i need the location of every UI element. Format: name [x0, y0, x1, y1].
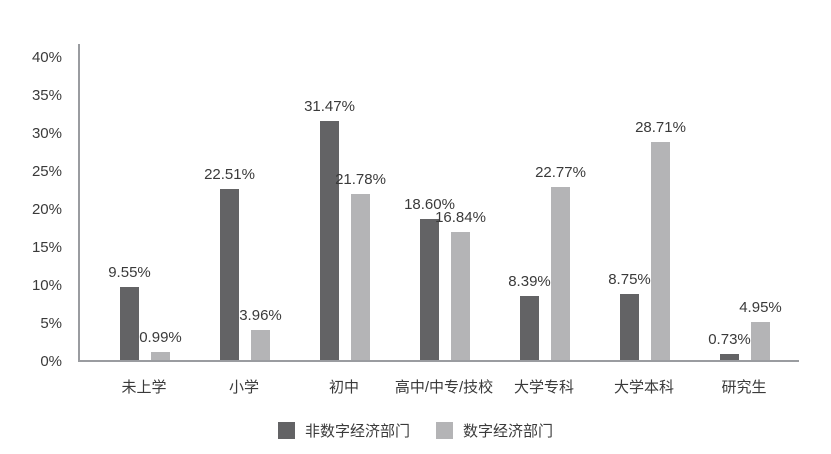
legend-swatch-icon	[436, 422, 453, 439]
y-axis: 0% 5% 10% 15% 20% 25% 30% 35% 40%	[0, 44, 70, 370]
bar-value-label: 18.60%	[404, 195, 455, 213]
bar-digital-sector	[551, 186, 570, 360]
bar-value-label: 4.95%	[739, 299, 782, 317]
bar-nondigital-sector	[520, 296, 539, 360]
y-tick-label: 25%	[31, 163, 62, 180]
x-axis-label: 研究生	[721, 379, 767, 396]
bar-digital-sector	[351, 194, 370, 360]
bar-digital-sector	[651, 141, 670, 360]
bar-value-label: 8.39%	[508, 273, 551, 291]
bar-nondigital-sector	[420, 218, 439, 360]
x-axis-label: 初中	[328, 379, 359, 396]
y-tick-label: 20%	[31, 201, 62, 218]
plot-area: 9.55% 0.99% 22.51% 3.96% 31.47% 21.78% 18.60% 1…	[78, 44, 799, 362]
x-axis-label: 高中/中专/技校	[394, 379, 494, 396]
legend-swatch-icon	[277, 422, 295, 439]
x-axis-label: 小学	[228, 379, 259, 396]
y-tick-label: 10%	[31, 277, 62, 294]
bar-value-label: 21.78%	[335, 171, 386, 189]
bar-nondigital-sector	[120, 287, 139, 360]
y-tick-label: 35%	[31, 87, 62, 104]
x-axis-label: 大学专科	[513, 379, 574, 396]
x-axis-label: 未上学	[121, 379, 167, 396]
bar-nondigital-sector	[620, 293, 639, 360]
legend: 非数字经济部门 数字经济部门	[0, 420, 831, 441]
bar-nondigital-sector	[220, 188, 239, 360]
legend-label: 非数字经济部门	[304, 423, 410, 440]
bar-value-label: 22.77%	[535, 163, 586, 181]
bar-value-label: 28.71%	[635, 118, 686, 136]
legend-label: 数字经济部门	[463, 423, 554, 440]
bar-digital-sector	[751, 322, 770, 360]
bar-digital-sector	[451, 232, 470, 360]
bar-nondigital-sector	[720, 354, 739, 360]
x-axis-labels: 未上学 小学 初中 高中/中专/技校 大学专科 大学本科 研究生	[78, 376, 799, 396]
bar-digital-sector	[151, 352, 170, 360]
y-tick-label: 40%	[31, 49, 62, 66]
bar-value-label: 22.51%	[204, 165, 255, 183]
y-tick-label: 30%	[31, 125, 62, 142]
y-tick-label: 0%	[40, 353, 62, 370]
bar-value-label: 3.96%	[239, 306, 282, 324]
bar-value-label: 16.84%	[435, 209, 486, 227]
legend-item-digital-sector: 数字经济部门	[436, 420, 553, 441]
bar-value-label: 0.73%	[708, 331, 751, 349]
bar-value-label: 9.55%	[108, 264, 151, 282]
legend-item-nondigital-sector: 非数字经济部门	[277, 420, 410, 441]
bar-digital-sector	[251, 329, 270, 360]
bar-value-label: 8.75%	[608, 270, 651, 288]
x-axis-label: 大学本科	[613, 379, 674, 396]
y-tick-label: 5%	[40, 315, 62, 332]
bar-nondigital-sector	[320, 120, 339, 360]
bar-value-label: 31.47%	[304, 97, 355, 115]
bar-value-label: 0.99%	[139, 329, 182, 347]
y-tick-label: 15%	[31, 239, 62, 256]
